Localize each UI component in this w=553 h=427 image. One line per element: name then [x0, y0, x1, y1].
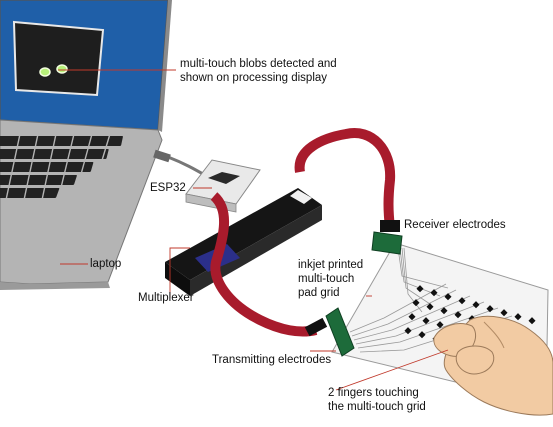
transmitting-electrode-connector: [325, 307, 355, 357]
keyboard-key-gaps: [5, 133, 129, 201]
usb-plug: [153, 149, 171, 163]
laptop-keyboard: [0, 136, 123, 198]
laptop-base-edge: [0, 282, 110, 290]
label-inkjet-line1: inkjet printed: [298, 259, 364, 271]
callout-fingers: [335, 349, 449, 391]
esp32-module: [208, 172, 240, 184]
label-fingers-line1: 2 fingers touching: [328, 387, 419, 399]
laptop-lid-rim: [158, 0, 172, 132]
label-blobs-line2: shown on processing display: [180, 72, 328, 84]
transmitting-ribbon-cable: [210, 192, 318, 337]
finger: [455, 345, 495, 375]
processing-display: [12, 20, 105, 97]
label-inkjet-line3: pad grid: [298, 287, 340, 299]
callout-lines: [58, 69, 449, 391]
receiver-ribbon-cable: [294, 128, 396, 229]
label-inkjet-line2: multi-touch: [298, 273, 355, 285]
touch-blob: [56, 64, 68, 74]
label-fingers-line2: the multi-touch grid: [328, 401, 426, 413]
receiver-electrode-connector: [371, 231, 403, 255]
transmitting-connector-black: [304, 317, 328, 337]
label-multiplexer: Multiplexer: [138, 292, 194, 304]
label-receiver-electrodes: Receiver electrodes: [404, 219, 506, 231]
laptop: [0, 0, 211, 290]
touch-blob: [39, 67, 51, 77]
label-blobs-line1: multi-touch blobs detected and: [180, 58, 337, 70]
label-laptop: laptop: [90, 258, 122, 270]
callout-multiplexer: [169, 247, 190, 298]
receiver-connector-black: [380, 220, 400, 232]
label-transmitting-electrodes: Transmitting electrodes: [212, 354, 332, 366]
label-esp32: ESP32: [150, 182, 186, 194]
